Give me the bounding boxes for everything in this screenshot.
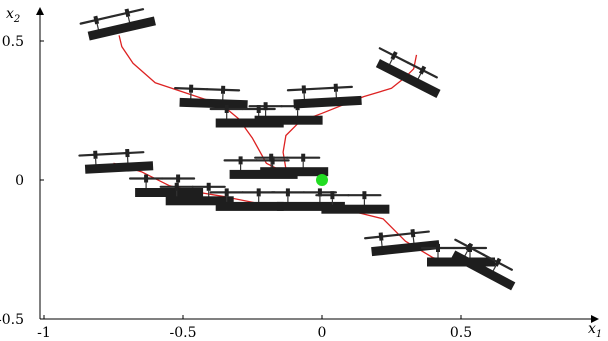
rotor-mast [417,73,422,80]
quadrotor [254,153,329,177]
rotor-mast [96,23,100,30]
quadrotor [79,8,156,41]
drone-body [165,196,234,206]
rotor-mast [388,58,393,65]
rotor-hub [301,153,306,162]
quadrotor [315,191,390,214]
drone-body [375,59,441,98]
rotor-hub [285,188,290,197]
drone-body [135,188,204,197]
rotor-hub [93,15,100,25]
rotor-hub [238,156,243,165]
quadrotor [451,238,516,291]
drone-body [179,97,248,110]
rotor-mast [380,240,383,247]
x-tick-label: -0.5 [170,325,197,341]
rotor-mast [127,16,131,23]
rotor-hub [465,242,474,252]
y-tick-label: 0.5 [2,34,24,50]
quadrotor [286,83,362,109]
drone-body [87,16,156,41]
rotor-hub [124,8,131,18]
rotor-hub [224,105,229,113]
rotor-hub [256,105,261,113]
drone-body [260,167,329,177]
drone-body [451,250,516,291]
rotor-hub [125,148,130,158]
y-axis: 0.5 0 -0.5 x2 [0,6,44,328]
y-ticks: 0.5 0 -0.5 [0,34,44,328]
quadrotor [209,188,284,211]
y-tick-label: -0.5 [0,312,24,328]
drone-body [293,95,362,109]
x-tick-label: 0.5 [450,325,472,341]
drone-body [84,161,154,174]
rotor-hub [330,191,335,200]
rotor-hub [206,182,211,191]
rotor-hub [301,85,307,94]
x-tick-label: -1 [37,325,51,341]
drone-body [254,115,323,125]
x-tick-label: 0 [318,325,327,341]
rotor-hub [418,65,427,75]
rotor-hub [378,232,384,241]
rotor-hub [144,174,149,183]
rotor-hub [436,244,440,252]
x-ticks: -1 -0.5 0 0.5 [37,315,472,341]
quadrotor [78,148,154,174]
rotor-hub [333,83,339,92]
drone-body [215,118,284,128]
trajectory-layer [113,35,489,265]
quadrotor [159,182,234,206]
quadrotor [364,229,440,257]
y-tick-label: 0 [15,173,24,189]
y-axis-label: x2 [6,6,20,25]
rotor-mast [492,265,497,272]
rotor-mast [464,250,469,257]
rotor-hub [410,229,416,238]
drone-body [276,201,345,211]
drone-layer [78,8,516,291]
drone-body [371,240,440,257]
rotor-hub [224,188,229,197]
rotor-hub [174,182,179,191]
rotor-hub [317,188,322,197]
drone-body [321,204,390,214]
quadrotor [375,47,441,98]
rotor-hub [263,102,268,111]
x-axis-label: x1 [588,321,602,340]
rotor-hub [93,150,98,159]
target-point [316,174,328,186]
rotor-hub [256,188,261,197]
rotor-hub [176,174,181,183]
rotor-hub [220,85,226,94]
drone-body [215,201,284,211]
x-axis: -1 -0.5 0 0.5 x1 [37,315,602,341]
rotor-mast [412,237,415,244]
quadrotor [174,84,248,110]
rotor-hub [362,191,367,200]
rotor-hub [188,84,194,93]
rotor-hub [494,257,502,267]
rotor-hub [390,51,398,61]
rotor-hub [269,153,274,162]
